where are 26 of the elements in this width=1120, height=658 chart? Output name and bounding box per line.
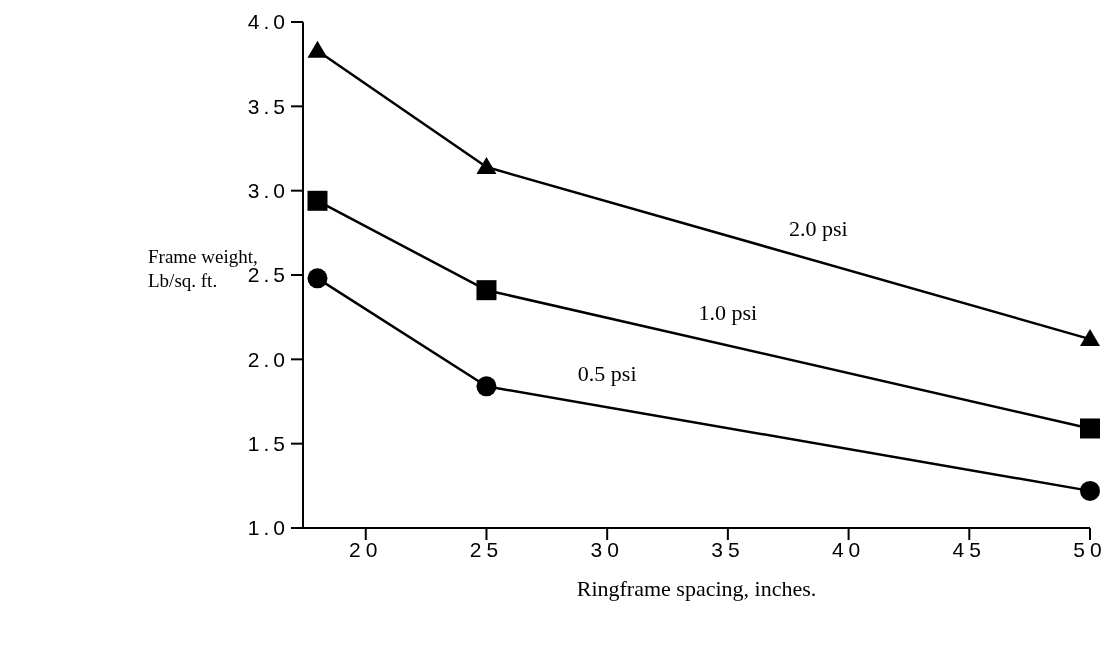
x-tick-label: 30: [590, 537, 624, 561]
point: [476, 376, 497, 397]
y-tick-label: 4.0: [247, 10, 289, 34]
x-tick-label: 40: [831, 537, 866, 561]
y-tick-label: 3.0: [247, 179, 289, 203]
x-tick-label: 50: [1073, 537, 1107, 561]
point: [307, 268, 328, 289]
series-label: 0.5 psi: [577, 361, 637, 387]
series-label: 2.0 psi: [789, 215, 848, 241]
y-tick-label: 1.0: [247, 516, 289, 540]
point: [476, 157, 497, 175]
x-tick-label: 45: [952, 537, 986, 561]
point: [1080, 480, 1100, 501]
point: [307, 40, 328, 58]
x-tick-label: 20: [349, 537, 383, 561]
y-tick-label: 1.5: [247, 432, 289, 456]
x-tick-label: 25: [469, 537, 504, 561]
point: [476, 280, 497, 301]
y-tick-label: 2.0: [247, 347, 289, 371]
x-tick-label: 35: [711, 537, 745, 561]
point: [1080, 418, 1100, 439]
series-label: 1.0 psi: [698, 299, 758, 325]
point: [1080, 329, 1100, 347]
x-axis-title: Ringframe spacing, inches.: [576, 576, 817, 601]
point: [307, 190, 328, 211]
y-tick-label: 3.5: [247, 94, 289, 118]
